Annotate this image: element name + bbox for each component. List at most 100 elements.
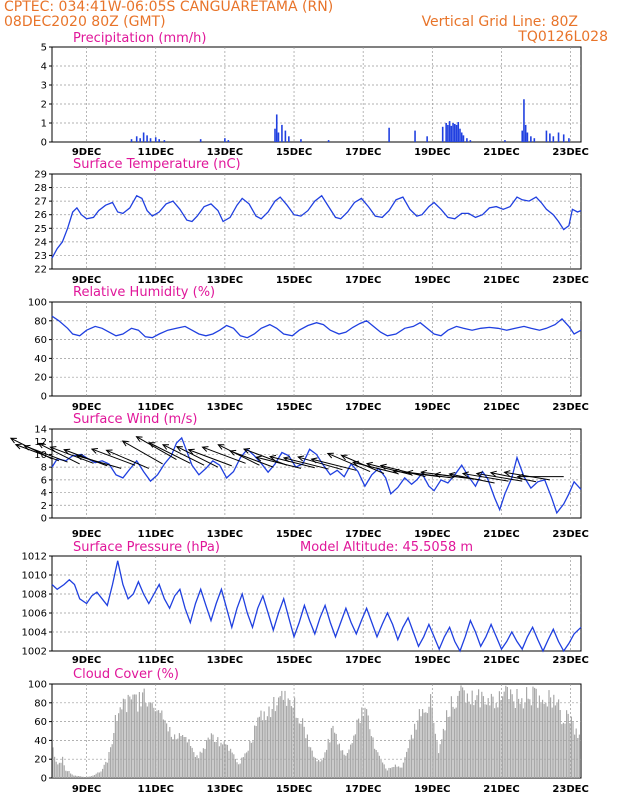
wind-arrow-head [90, 448, 98, 454]
panel-5-xtick-label: 23DEC [552, 784, 588, 795]
wind-arrow-head [489, 470, 497, 477]
wind-arrow-head [255, 455, 263, 462]
header: CPTEC: 034:41W-06:05S CANGUARETAMA (RN) … [0, 0, 618, 45]
wind-arrow-head [37, 442, 45, 449]
wind-arrow [462, 473, 509, 482]
panel-4-xtick-label: 23DEC [552, 655, 588, 666]
wind-arrow-head [461, 471, 469, 478]
panel-3-xtick-label: 13DEC [207, 529, 243, 540]
panel-4-title: Surface Pressure (hPa) [73, 540, 220, 555]
date-label: 08DEC2020 80Z (GMT) [4, 14, 166, 30]
wind-arrow [188, 449, 232, 467]
panel-2-ytick-label: 60 [34, 335, 47, 346]
wind-arrow-head [310, 457, 318, 464]
wind-arrow [136, 436, 177, 460]
panel-3-ytick-label: 6 [41, 475, 47, 486]
wind-arrow [380, 465, 426, 478]
wind-arrow-head [433, 471, 441, 478]
panel-4-ytick-label: 1008 [22, 590, 47, 601]
panel-4-frame [51, 555, 582, 652]
wind-arrow [283, 457, 329, 470]
panel-4-xtick-label: 19DEC [414, 655, 450, 666]
wind-arrow [366, 463, 412, 476]
wind-arrow-head [9, 437, 17, 444]
panel-3-ytick-label: 0 [41, 514, 47, 525]
panel-2-xtick-label: 11DEC [138, 402, 174, 413]
wind-arrow-head [340, 454, 348, 461]
panel-0-xtick-label: 19DEC [414, 147, 450, 158]
panel-4-xtick-label: 11DEC [138, 655, 174, 666]
wind-arrow-head [187, 448, 195, 455]
wind-arrow-head [326, 452, 334, 459]
panel-4-xtick-label: 21DEC [483, 655, 519, 666]
panel-5-xtick-label: 11DEC [138, 784, 174, 795]
panel-2-xtick-label: 9DEC [72, 402, 101, 413]
panel-2-title: Relative Humidity (%) [73, 285, 215, 300]
wind-arrow [76, 455, 122, 469]
panel-1-ytick-label: 29 [34, 170, 47, 181]
panel-0-xtick-label: 23DEC [552, 147, 588, 158]
wind-arrow-head [63, 448, 71, 455]
panel-5-xtick-label: 15DEC [276, 784, 312, 795]
wind-arrow-head [406, 469, 414, 476]
wind-arrow-head [268, 454, 277, 461]
wind-arrow-head [392, 468, 400, 475]
panel-0-frame [51, 46, 582, 143]
panel-5-title: Cloud Cover (%) [73, 667, 179, 682]
panel-3-ytick-label: 12 [34, 437, 47, 448]
panel-1-title: Surface Temperature (nC) [73, 157, 241, 172]
grid-note-label: Vertical Grid Line: 80Z [421, 14, 578, 30]
wind-arrow-head [242, 448, 251, 454]
wind-arrow-head [297, 455, 305, 462]
panel-0-ytick-label: 0 [41, 138, 47, 149]
panel-4-ytick-label: 1012 [22, 552, 47, 563]
wind-arrow-head [365, 461, 373, 468]
wind-arrow [490, 472, 537, 483]
panel-1-ytick-label: 22 [34, 265, 47, 276]
panel-0-ytick-label: 1 [41, 119, 47, 130]
panel-1-series-line [51, 194, 582, 259]
panel-1-xtick-label: 23DEC [552, 275, 588, 286]
panel-2-ytick-label: 0 [41, 392, 47, 403]
wind-arrow-head [229, 449, 237, 456]
wind-arrow [122, 440, 163, 465]
wind-arrow [243, 448, 288, 466]
wind-arrow [256, 456, 302, 469]
wind-arrow [311, 458, 357, 471]
wind-arrow-head [75, 454, 83, 461]
panel-0-xtick-label: 17DEC [345, 147, 381, 158]
wind-arrow [504, 471, 550, 481]
wind-arrow-head [503, 470, 511, 477]
wind-arrow [476, 473, 523, 482]
panel-1-ytick-label: 28 [34, 183, 47, 194]
wind-arrow [230, 450, 274, 468]
panel-4-xtick-label: 15DEC [276, 655, 312, 666]
panel-2-ytick-label: 100 [28, 298, 47, 309]
panel-1-xtick-label: 9DEC [72, 275, 101, 286]
panel-3-ytick-label: 8 [41, 463, 47, 474]
panel-3-xtick-label: 11DEC [138, 529, 174, 540]
panel-2-ytick-label: 20 [34, 373, 47, 384]
wind-arrow-head [448, 472, 456, 478]
wind-arrow-head [49, 446, 57, 452]
panel-0-xtick-label: 15DEC [276, 147, 312, 158]
panel-0-title: Precipitation (mm/h) [73, 31, 206, 46]
wind-arrow-head [516, 473, 524, 480]
wind-arrow-head [148, 442, 156, 448]
wind-arrow-head [217, 444, 225, 450]
wind-arrow [176, 446, 219, 468]
panel-5-ytick-label: 80 [34, 698, 47, 709]
panel-3-ytick-label: 10 [34, 450, 47, 461]
panel-0-xtick-label: 13DEC [207, 147, 243, 158]
panel-1-ytick-label: 26 [34, 210, 47, 221]
panel-2-xtick-label: 19DEC [414, 402, 450, 413]
panel-5-xtick-label: 9DEC [72, 784, 101, 795]
panel-3-ytick-label: 2 [41, 501, 47, 512]
panel-2-ytick-label: 80 [34, 316, 47, 327]
panel-5-ytick-label: 0 [41, 774, 47, 785]
wind-arrow-head [105, 449, 113, 456]
panel-5-ytick-label: 60 [34, 717, 47, 728]
panel-3-title: Surface Wind (m/s) [73, 412, 197, 427]
panel-3-ytick-label: 14 [34, 425, 47, 436]
wind-arrow [327, 453, 371, 473]
